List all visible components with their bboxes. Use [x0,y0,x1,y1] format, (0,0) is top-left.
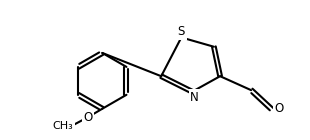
Text: N: N [190,91,199,104]
Text: O: O [83,111,92,124]
Text: O: O [274,102,284,115]
Text: S: S [178,25,185,38]
Text: CH₃: CH₃ [53,121,73,131]
